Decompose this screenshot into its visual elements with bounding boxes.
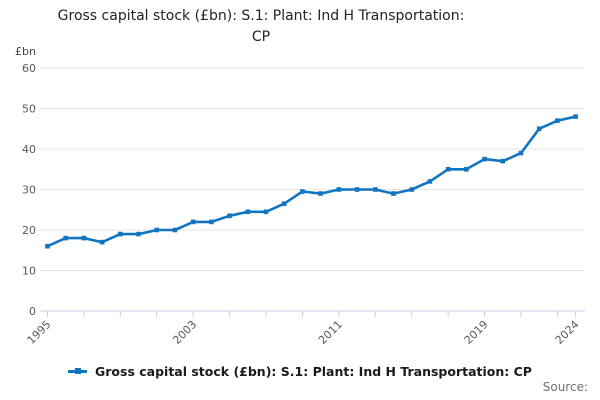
chart-title-line2: CP — [251, 29, 271, 45]
data-point[interactable] — [281, 201, 287, 206]
data-point[interactable] — [263, 209, 269, 215]
data-point[interactable] — [427, 179, 433, 184]
y-tick-label: 20 — [22, 224, 36, 237]
y-tick-label: 50 — [22, 103, 36, 116]
source-label: Source: — [542, 380, 588, 394]
data-point[interactable] — [336, 187, 342, 192]
y-axis-unit-label: £bn — [15, 45, 36, 58]
data-point[interactable] — [445, 166, 451, 172]
data-point[interactable] — [245, 209, 251, 215]
legend[interactable]: Gross capital stock (£bn): S.1: Plant: I… — [0, 362, 600, 380]
legend-marker-icon — [74, 368, 81, 374]
y-tick-label: 60 — [22, 62, 36, 75]
data-point[interactable] — [482, 156, 487, 162]
y-tick-label: 0 — [29, 305, 36, 318]
data-point[interactable] — [391, 191, 396, 196]
x-tick-label: 2024 — [553, 318, 582, 347]
data-point[interactable] — [518, 150, 524, 156]
data-point[interactable] — [154, 227, 160, 233]
data-point[interactable] — [63, 235, 69, 241]
data-point[interactable] — [318, 191, 323, 196]
x-tick-label: 2011 — [316, 318, 345, 347]
x-tick-label: 2019 — [462, 318, 491, 347]
data-point[interactable] — [354, 187, 360, 192]
y-tick-label: 10 — [22, 265, 36, 278]
series-line — [46, 115, 577, 248]
x-tick-label: 1995 — [25, 318, 54, 347]
y-tick-label: 30 — [22, 184, 36, 197]
legend-line-icon — [68, 368, 87, 374]
x-tick-label: 2003 — [170, 318, 199, 347]
y-tick-label: 40 — [22, 143, 36, 156]
data-point[interactable] — [555, 118, 560, 123]
data-point[interactable] — [500, 158, 506, 164]
data-point[interactable] — [464, 166, 469, 172]
data-point[interactable] — [136, 231, 141, 237]
data-point[interactable] — [536, 126, 542, 132]
data-point[interactable] — [372, 187, 378, 192]
legend-label: Gross capital stock (£bn): S.1: Plant: I… — [95, 363, 532, 379]
data-point[interactable] — [209, 219, 214, 225]
data-point[interactable] — [409, 187, 414, 192]
data-point[interactable] — [573, 114, 578, 119]
data-point[interactable] — [190, 219, 196, 225]
data-point[interactable] — [81, 235, 87, 241]
data-point[interactable] — [300, 189, 305, 194]
data-point[interactable] — [118, 231, 123, 237]
chart-title-line1: Gross capital stock (£bn): S.1: Plant: I… — [57, 8, 465, 24]
data-point[interactable] — [99, 239, 105, 245]
data-point[interactable] — [45, 243, 50, 249]
chart-title: Gross capital stock (£bn): S.1: Plant: I… — [0, 6, 600, 48]
data-point[interactable] — [227, 213, 232, 219]
data-point[interactable] — [172, 227, 178, 233]
